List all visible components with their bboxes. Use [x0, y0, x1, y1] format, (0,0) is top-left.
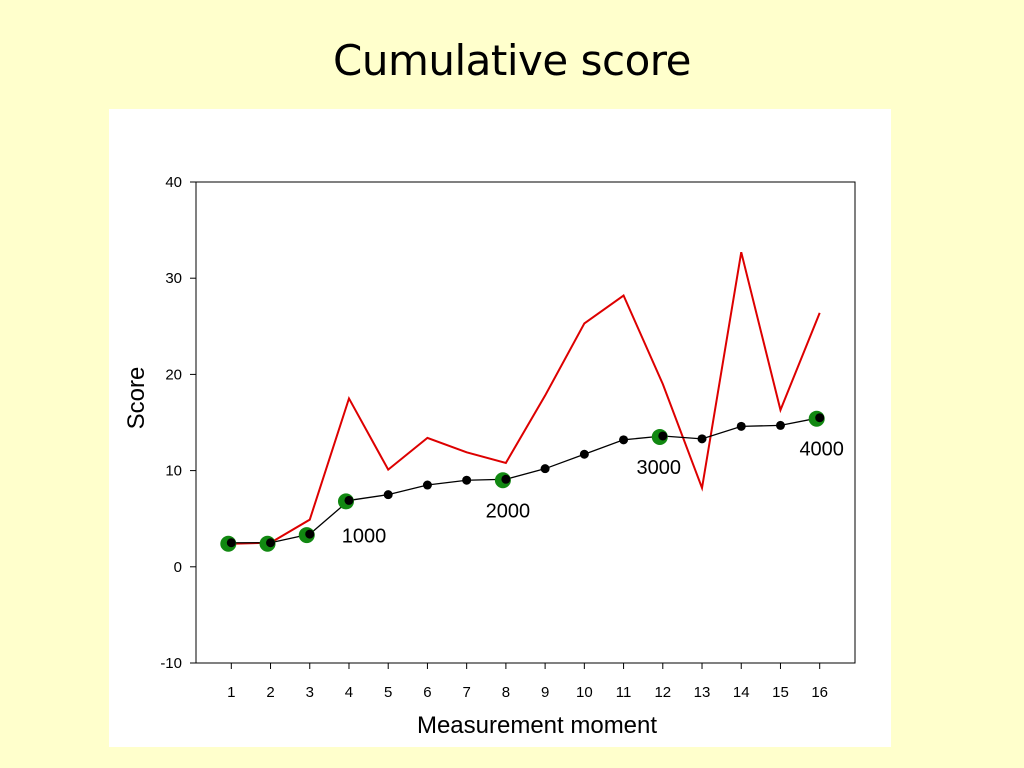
- y-tick-label: 10: [165, 463, 182, 480]
- data-point: [815, 413, 825, 423]
- data-point: [540, 464, 550, 474]
- data-point: [619, 435, 629, 445]
- x-tick-label: 16: [811, 684, 828, 701]
- x-tick-label: 8: [502, 684, 510, 701]
- data-point: [775, 420, 785, 430]
- markers: [220, 410, 825, 552]
- chart-panel: -10 0 10 20 30 40 1 2 3 4 5 6 7 8 9 10 11 12 13 14 15 16 1000…: [109, 109, 891, 747]
- x-tick-label: 11: [616, 684, 632, 701]
- y-tick-label: 20: [165, 366, 182, 383]
- data-point: [736, 421, 746, 431]
- annotations: 1000 2000 3000 4000: [342, 439, 844, 548]
- data-point: [422, 480, 432, 490]
- x-tick-label: 3: [306, 684, 314, 701]
- x-tick-label: 5: [384, 684, 392, 701]
- x-tick-label: 15: [772, 684, 789, 701]
- x-tick-label: 4: [345, 684, 353, 701]
- data-point: [697, 434, 707, 444]
- x-axis-label: Measurement moment: [417, 712, 657, 739]
- x-tick-label: 9: [541, 684, 549, 701]
- y-tick-label: 40: [165, 174, 182, 191]
- series-layer: [231, 251, 821, 545]
- red-series-line: [231, 251, 821, 545]
- y-tick-label: 30: [165, 270, 182, 287]
- annotation-label: 2000: [486, 500, 531, 522]
- data-point: [305, 529, 315, 539]
- y-tick-label: -10: [160, 655, 182, 672]
- plot-frame: [195, 181, 856, 664]
- data-point: [579, 449, 589, 459]
- data-point: [266, 538, 276, 548]
- x-tick-label: 12: [654, 684, 671, 701]
- x-tick-label: 13: [694, 684, 711, 701]
- slide-title: Cumulative score: [333, 36, 691, 85]
- annotation-label: 4000: [799, 439, 844, 461]
- x-tick-label: 10: [576, 684, 593, 701]
- annotation-label: 3000: [637, 457, 682, 479]
- x-tick-label: 7: [462, 684, 470, 701]
- data-point: [501, 474, 511, 484]
- data-point: [658, 431, 668, 441]
- x-tick-label: 6: [423, 684, 431, 701]
- x-tick-label: 2: [266, 684, 274, 701]
- x-tick-label: 1: [227, 684, 235, 701]
- data-point: [383, 490, 393, 500]
- x-tick-label: 14: [733, 684, 750, 701]
- data-point: [344, 495, 354, 505]
- annotation-label: 1000: [342, 525, 387, 547]
- black-series-line: [231, 417, 820, 544]
- y-axis-label: Score: [123, 367, 150, 430]
- data-point: [462, 475, 472, 485]
- data-point: [226, 538, 236, 548]
- y-tick-label: 0: [174, 559, 182, 576]
